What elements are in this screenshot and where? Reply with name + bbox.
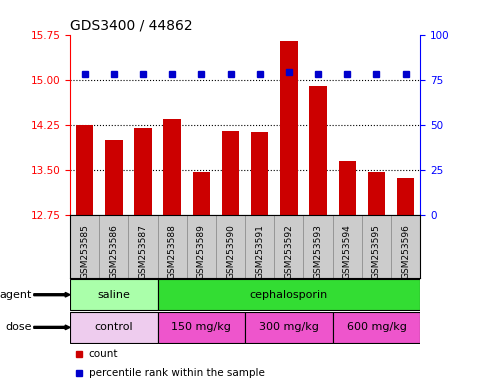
Text: GSM253595: GSM253595	[372, 225, 381, 280]
Bar	[70, 312, 157, 343]
Text: control: control	[95, 322, 133, 333]
Text: GSM253589: GSM253589	[197, 225, 206, 280]
Text: percentile rank within the sample: percentile rank within the sample	[88, 368, 264, 378]
Text: GSM253588: GSM253588	[168, 225, 177, 280]
Text: saline: saline	[98, 290, 130, 300]
Bar	[157, 312, 245, 343]
Text: GDS3400 / 44862: GDS3400 / 44862	[70, 18, 193, 32]
Text: dose: dose	[5, 322, 31, 333]
Bar	[157, 279, 420, 310]
Text: GSM253590: GSM253590	[226, 225, 235, 280]
Bar	[222, 131, 239, 215]
Text: agent: agent	[0, 290, 31, 300]
Bar	[70, 279, 157, 310]
Bar	[134, 128, 152, 215]
Bar	[333, 312, 420, 343]
Text: GSM253592: GSM253592	[284, 225, 293, 279]
Bar	[251, 132, 269, 215]
Bar	[309, 86, 327, 215]
Bar	[368, 172, 385, 215]
Text: GSM253586: GSM253586	[109, 225, 118, 280]
Text: GSM253596: GSM253596	[401, 225, 410, 280]
Text: GSM253593: GSM253593	[313, 225, 323, 280]
Text: count: count	[88, 349, 118, 359]
Text: 600 mg/kg: 600 mg/kg	[346, 322, 406, 333]
Bar	[193, 172, 210, 215]
Text: cephalosporin: cephalosporin	[250, 290, 328, 300]
Bar	[76, 125, 93, 215]
Text: GSM253585: GSM253585	[80, 225, 89, 280]
Bar	[339, 161, 356, 215]
Bar	[105, 140, 123, 215]
Text: GSM253594: GSM253594	[343, 225, 352, 279]
Bar	[397, 178, 414, 215]
Text: 300 mg/kg: 300 mg/kg	[259, 322, 319, 333]
Bar	[280, 41, 298, 215]
Text: 150 mg/kg: 150 mg/kg	[171, 322, 231, 333]
Text: GSM253591: GSM253591	[255, 225, 264, 280]
Bar	[245, 312, 333, 343]
Text: GSM253587: GSM253587	[139, 225, 147, 280]
Bar	[163, 119, 181, 215]
